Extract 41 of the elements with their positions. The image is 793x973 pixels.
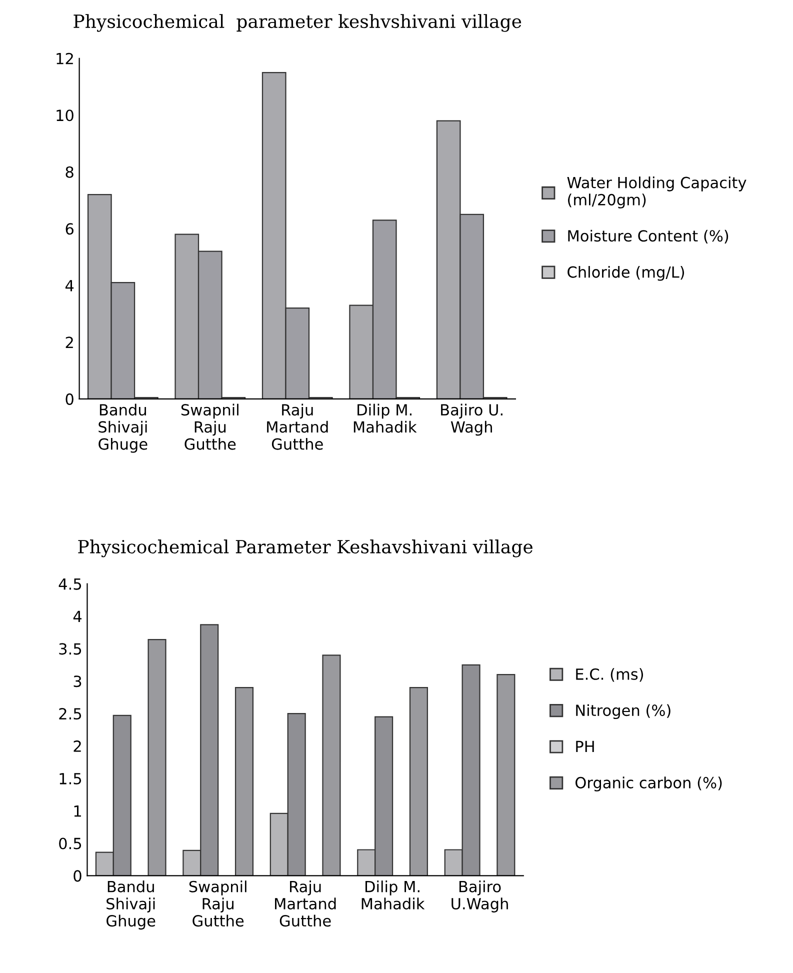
y-tick-label: 1.5: [60, 773, 82, 784]
y-tick-label: 10: [56, 110, 74, 122]
legend-label: Moisture Content (%): [568, 230, 728, 244]
bar: [234, 687, 254, 876]
x-tick-label: Swapnil Raju Gutthe: [189, 880, 246, 927]
x-tick-label: Bajiro U. Wagh: [441, 404, 502, 436]
x-tick-label: Bajiro U.Wagh: [452, 880, 508, 912]
y-tick-label: 12: [56, 52, 73, 64]
y-tick-label: 0: [66, 393, 74, 405]
legend-label: PH: [576, 740, 594, 752]
y-tick-label: 1: [74, 806, 81, 817]
x-tick-label: Raju Martand Gutthe: [275, 880, 336, 927]
x-tick-label: Dilip M. Mahadik: [362, 880, 425, 910]
y-tick-label: 4: [65, 280, 74, 292]
y-tick-label: 2.5: [59, 708, 82, 720]
y-tick-label: 0.5: [59, 838, 82, 850]
bar: [496, 674, 516, 876]
y-tick-label: 3.5: [59, 643, 82, 655]
x-tick-label: Bandu Shivaji Ghuge: [106, 880, 156, 930]
legend-label: Nitrogen (%): [576, 704, 670, 720]
bar: [322, 654, 341, 876]
y-tick-label: 3: [74, 676, 82, 688]
y-tick-label: 8: [66, 166, 74, 178]
legend-label: Water Holding Capacity (ml/20gm): [567, 176, 746, 208]
legend-label: Chloride (mg/L): [568, 266, 684, 281]
x-tick-label: Swapnil Raju Gutthe: [181, 404, 238, 450]
y-tick-label: 0: [74, 870, 82, 882]
x-tick-label: Raju Martand Gutthe: [267, 404, 328, 450]
y-tick-label: 4.5: [58, 578, 82, 590]
y-tick-label: 4: [73, 610, 82, 622]
x-tick-label: Dilip M. Mahadik: [354, 404, 417, 433]
bar: [409, 687, 428, 876]
x-tick-label: Bandu Shivaji Ghuge: [98, 404, 148, 453]
y-tick-label: 2: [74, 740, 81, 752]
y-tick-label: 6: [66, 223, 74, 235]
y-tick-label: 2: [66, 336, 73, 348]
chart-title: Physicochemical parameter keshvshivani village: [74, 14, 522, 32]
legend-label: Organic carbon (%): [576, 776, 722, 792]
legend-label: E.C. (ms): [576, 668, 643, 682]
chart-title: Physicochemical Parameter Keshavshivani village: [78, 540, 532, 558]
bar: [148, 639, 166, 876]
